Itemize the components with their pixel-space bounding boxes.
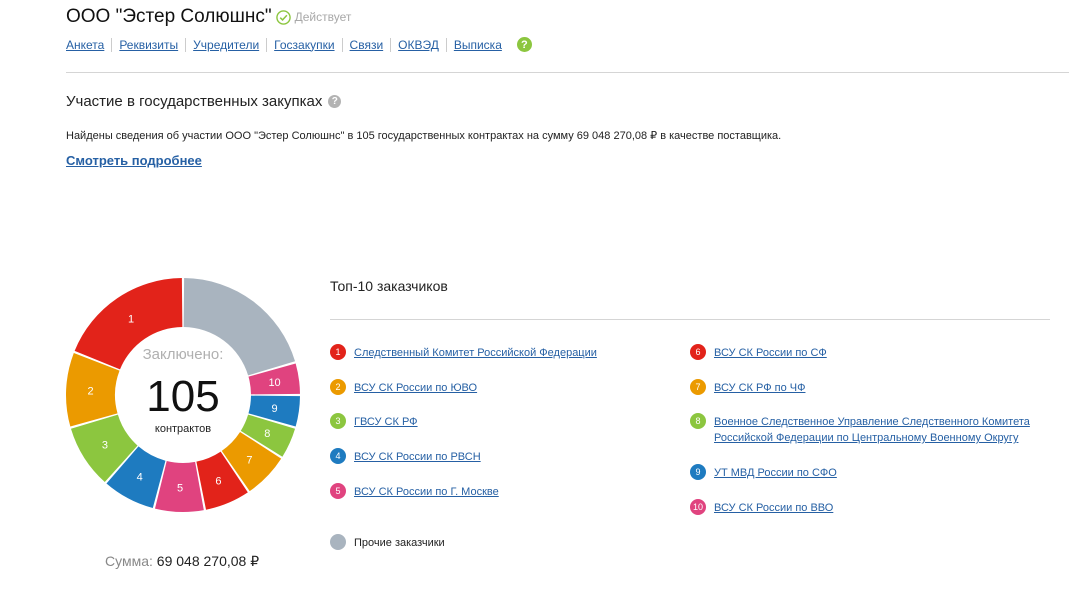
legend-item: 6 ВСУ СК России по СФ (690, 344, 827, 361)
legend-divider (330, 319, 1050, 320)
customer-link[interactable]: ВСУ СК России по ЮВО (354, 382, 478, 394)
customer-link[interactable]: Следственный Комитет Российской Федераци… (354, 347, 597, 359)
donut-slice-label: 10 (268, 377, 280, 389)
tabs-nav: Анкета Реквизиты Учредители Госзакупки С… (66, 37, 532, 52)
tab-rekvizity[interactable]: Реквизиты (111, 37, 185, 52)
sum-label: Сумма: (105, 553, 153, 569)
legend-badge: 3 (330, 413, 346, 429)
legend-item: 3 ГВСУ СК РФ (330, 413, 418, 430)
sum-value: 69 048 270,08 ₽ (156, 553, 260, 569)
donut-slice[interactable] (66, 352, 120, 427)
donut-slice[interactable] (106, 446, 166, 509)
tab-goszakupki[interactable]: Госзакупки (266, 37, 341, 52)
status-badge: Действует (294, 10, 352, 24)
donut-slice[interactable] (196, 451, 248, 510)
donut-slice-label: 9 (272, 403, 278, 415)
legend-item: 9 УТ МВД России по СФО (690, 464, 837, 481)
donut-center-unit: контрактов (154, 423, 212, 435)
legend-badge: 2 (330, 379, 346, 395)
tab-vypiska[interactable]: Выписка (445, 37, 509, 52)
legend-badge: 5 (330, 483, 346, 499)
legend-badge: 6 (690, 344, 706, 360)
legend-badge: 1 (330, 344, 346, 360)
section-title-text: Участие в государственных закупках (66, 93, 323, 110)
customer-link[interactable]: ВСУ СК России по РВСН (354, 451, 481, 463)
donut-slice[interactable] (248, 395, 300, 427)
check-circle-icon (275, 9, 291, 25)
legend-item: 7 ВСУ СК РФ по ЧФ (690, 379, 806, 396)
customer-link[interactable]: ВСУ СК России по Г. Москве (354, 486, 499, 498)
sum-row: Сумма: 69 048 270,08 ₽ (105, 553, 259, 570)
customer-link[interactable]: ВСУ СК России по ВВО (714, 502, 834, 514)
top-customers-title: Топ-10 заказчиков (330, 278, 448, 294)
found-text: Найдены сведения об участии ООО "Эстер С… (66, 130, 782, 142)
donut-slice[interactable] (154, 461, 204, 512)
donut-slice[interactable] (240, 414, 296, 457)
legend-item-others: Прочие заказчики (330, 534, 445, 551)
donut-slice-label: 1 (128, 313, 134, 325)
legend-item: 5 ВСУ СК России по Г. Москве (330, 483, 499, 500)
title-row: ООО "Эстер Солюшнс" Действует (66, 6, 351, 28)
donut-slice-label: 6 (215, 475, 221, 487)
donut-slice-label: 3 (102, 440, 108, 452)
section-title: Участие в государственных закупках ? (66, 93, 342, 110)
others-label: Прочие заказчики (354, 537, 445, 549)
help-icon[interactable]: ? (516, 37, 532, 52)
donut-chart: 10 9 8 7 6 5 4 3 2 1 (62, 274, 304, 516)
legend-badge: 9 (690, 464, 706, 480)
customer-link[interactable]: Военное Следственное Управление Следстве… (714, 416, 1030, 444)
legend-badge: 4 (330, 448, 346, 464)
legend-badge: 10 (690, 499, 706, 515)
customer-link[interactable]: ГВСУ СК РФ (354, 416, 418, 428)
donut-slice-label: 7 (246, 454, 252, 466)
legend-item: 1 Следственный Комитет Российской Федера… (330, 344, 597, 361)
legend-item: 10 ВСУ СК России по ВВО (690, 499, 834, 516)
tab-uchrediteli[interactable]: Учредители (185, 37, 266, 52)
donut-slice[interactable] (70, 414, 138, 483)
tab-svyazi[interactable]: Связи (341, 37, 391, 52)
legend-item: 2 ВСУ СК России по ЮВО (330, 379, 478, 396)
more-link[interactable]: Смотреть подробнее (66, 153, 202, 168)
customer-link[interactable]: ВСУ СК России по СФ (714, 347, 827, 359)
legend-item: 4 ВСУ СК России по РВСН (330, 448, 481, 465)
legend-badge: 7 (690, 379, 706, 395)
customer-link[interactable]: ВСУ СК РФ по ЧФ (714, 382, 806, 394)
customer-link[interactable]: УТ МВД России по СФО (714, 467, 837, 479)
company-name: ООО "Эстер Солюшнс" (66, 6, 272, 27)
divider (66, 72, 1069, 73)
donut-slice[interactable] (248, 363, 300, 395)
donut-center-value: 105 (146, 372, 220, 421)
legend-badge: 8 (690, 413, 706, 429)
donut-slice-label: 4 (137, 472, 143, 484)
donut-slice[interactable] (183, 278, 296, 376)
donut-slice[interactable] (74, 278, 183, 370)
tab-anketa[interactable]: Анкета (66, 37, 105, 52)
donut-slice-label: 5 (177, 482, 183, 494)
legend-item: 8 Военное Следственное Управление Следст… (690, 413, 1040, 446)
donut-slice-label: 8 (264, 428, 270, 440)
tab-okved[interactable]: ОКВЭД (390, 37, 446, 52)
donut-slice-label: 2 (88, 386, 94, 398)
question-icon[interactable]: ? (328, 95, 342, 108)
legend-badge-others (330, 534, 346, 550)
donut-center-label: Заключено: (142, 346, 224, 363)
donut-slice[interactable] (221, 431, 282, 492)
